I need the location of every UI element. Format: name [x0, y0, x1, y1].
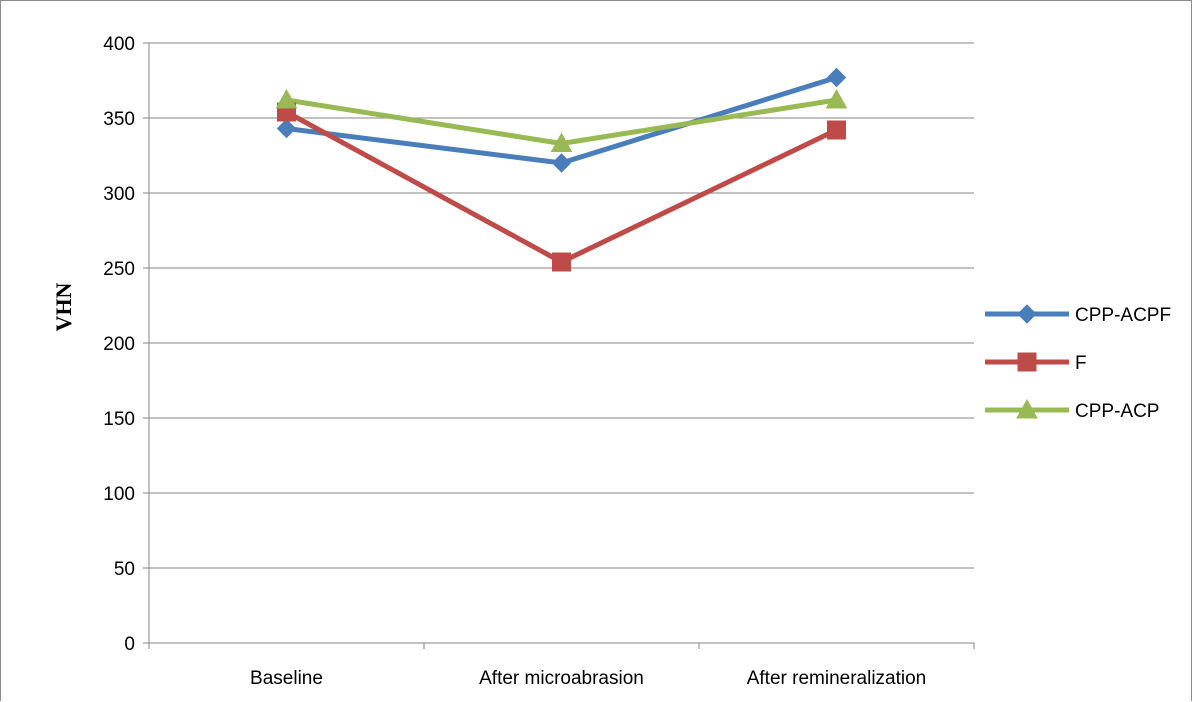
y-tick-label: 400: [103, 34, 135, 55]
gridlines: [149, 42, 974, 569]
data-point-cpp-acp: [825, 88, 848, 109]
axes: [143, 42, 975, 649]
y-tick-label: 0: [124, 634, 135, 655]
legend-label: CPP-ACP: [1075, 401, 1159, 422]
data-point-f: [827, 120, 846, 140]
series-markers: [275, 67, 848, 272]
y-tick-label: 100: [103, 484, 135, 505]
y-tick-label: 300: [103, 184, 135, 205]
y-tick-label: 150: [103, 409, 135, 430]
legend-label: CPP-ACPF: [1075, 305, 1171, 326]
legend: CPP-ACPF F CPP-ACP: [985, 304, 1171, 422]
y-tick-label: 200: [103, 334, 135, 355]
legend-marker: [1016, 398, 1038, 419]
data-point-cpp-acpf: [551, 153, 572, 173]
legend-label: F: [1075, 353, 1087, 374]
x-tick-label: After microabrasion: [479, 668, 644, 689]
legend-marker: [1017, 304, 1037, 324]
tick-labels: 0 50 100 150 200 250 300 350 400 Baseline After mi…: [103, 34, 926, 689]
legend-item-cpp-acp: CPP-ACP: [985, 398, 1159, 422]
legend-item-f: F: [985, 352, 1087, 374]
data-point-f: [552, 252, 571, 272]
data-point-cpp-acpf: [276, 118, 297, 139]
x-tick-label: Baseline: [250, 668, 323, 689]
y-axis-label: VHN: [51, 282, 76, 331]
y-tick-label: 50: [114, 559, 135, 580]
x-tick-label: After remineralization: [747, 668, 927, 689]
y-tick-label: 350: [103, 109, 135, 130]
data-point-cpp-acpf: [826, 67, 847, 88]
data-point-cpp-acp: [275, 88, 298, 109]
legend-marker: [1017, 352, 1037, 372]
data-point-cpp-acp: [550, 132, 573, 152]
legend-item-cpp-acpf: CPP-ACPF: [985, 304, 1171, 326]
y-tick-label: 250: [103, 259, 135, 280]
